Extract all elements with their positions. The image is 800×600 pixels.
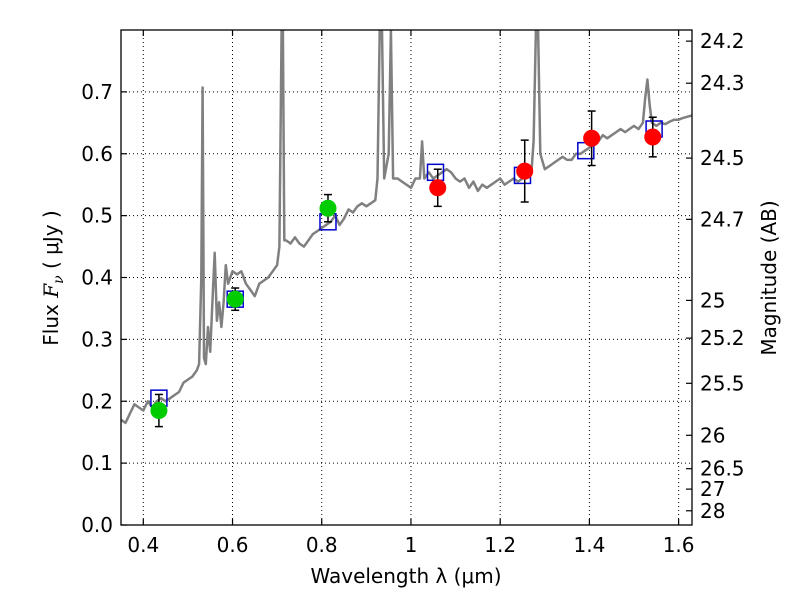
x-tick-label: 0.8 bbox=[306, 533, 338, 557]
y-tick-label: 0.7 bbox=[81, 80, 113, 104]
magnitude-tick-label: 27 bbox=[700, 477, 725, 501]
magnitude-tick-label: 28 bbox=[700, 499, 725, 523]
y-tick-label: 0.0 bbox=[81, 513, 113, 537]
magnitude-tick-label: 24.7 bbox=[700, 207, 745, 231]
observed-point bbox=[319, 199, 337, 217]
plot-area bbox=[121, 30, 692, 428]
y-axis-label-subscript: ν bbox=[51, 275, 67, 284]
x-tick-label: 0.6 bbox=[217, 533, 249, 557]
axis-ticks bbox=[121, 30, 692, 526]
y-tick-labels: 0.0 0.1 0.2 0.3 0.4 0.5 0.6 0.7 bbox=[81, 80, 113, 537]
x-tick-label: 1.6 bbox=[663, 533, 695, 557]
magnitude-tick-label: 24.2 bbox=[700, 29, 745, 53]
model-spectrum-line bbox=[121, 30, 692, 425]
y-tick-label: 0.1 bbox=[81, 451, 113, 475]
y-tick-label: 0.2 bbox=[81, 389, 113, 413]
model-photometry-markers bbox=[150, 120, 663, 407]
magnitude-tick-label: 24.3 bbox=[700, 71, 745, 95]
plot-frame bbox=[120, 29, 693, 526]
x-tick-label: 1 bbox=[405, 533, 418, 557]
y-tick-label: 0.3 bbox=[81, 327, 113, 351]
magnitude-tick-label: 25 bbox=[700, 288, 725, 312]
y2-axis-label: Magnitude (AB) bbox=[757, 200, 781, 355]
y-tick-label: 0.5 bbox=[81, 204, 113, 228]
magnitude-tick-label: 25.2 bbox=[700, 326, 745, 350]
observed-point bbox=[644, 128, 662, 146]
x-axis-label: Wavelength λ (μm) bbox=[310, 564, 501, 588]
observed-point bbox=[150, 402, 168, 420]
observed-point bbox=[516, 162, 534, 180]
y-tick-label: 0.4 bbox=[81, 266, 113, 290]
magnitude-tick-label: 25.5 bbox=[700, 371, 745, 395]
y-axis-label-suffix: ( μJy ) bbox=[39, 210, 63, 275]
observed-point bbox=[583, 129, 601, 147]
y-axis-label-prefix: Flux bbox=[39, 298, 63, 346]
x-tick-labels: 0.4 0.6 0.8 1 1.2 1.4 1.6 bbox=[127, 533, 694, 557]
y-axis-label: Flux Fν ( μJy ) bbox=[39, 210, 67, 345]
y-axis-label-symbol: F bbox=[39, 283, 63, 299]
x-tick-label: 1.2 bbox=[484, 533, 516, 557]
magnitude-tick-label: 24.5 bbox=[700, 146, 745, 170]
observed-photometry-markers bbox=[150, 128, 662, 420]
magnitude-tick-label: 26 bbox=[700, 423, 725, 447]
magnitude-tick-label: 26.5 bbox=[700, 457, 745, 481]
observed-point bbox=[226, 290, 244, 308]
x-tick-label: 1.4 bbox=[573, 533, 605, 557]
y-tick-label: 0.6 bbox=[81, 142, 113, 166]
observed-point bbox=[429, 179, 447, 197]
x-tick-label: 0.4 bbox=[127, 533, 159, 557]
grid bbox=[121, 30, 692, 526]
